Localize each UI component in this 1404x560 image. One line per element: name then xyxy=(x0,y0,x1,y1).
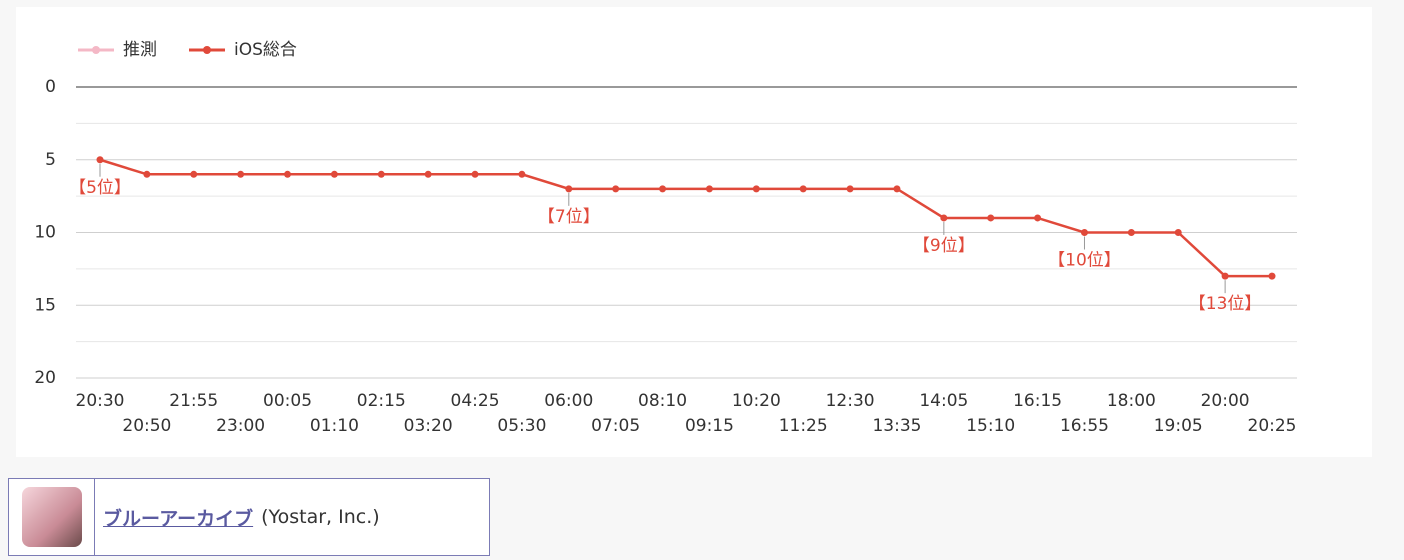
x-tick-label: 20:25 xyxy=(1248,416,1297,436)
x-tick-label: 02:15 xyxy=(357,391,406,411)
data-point xyxy=(518,170,526,178)
y-tick-label: 15 xyxy=(34,295,56,315)
x-tick-label: 20:00 xyxy=(1201,391,1250,411)
app-link[interactable]: ブルーアーカイブ xyxy=(103,507,254,530)
x-tick-label: 20:30 xyxy=(76,391,125,411)
x-tick-label: 04:25 xyxy=(451,391,500,411)
value-label: 【9位】 xyxy=(913,236,975,256)
data-point xyxy=(1221,272,1229,280)
y-tick-label: 5 xyxy=(45,150,56,170)
app-info: ブルーアーカイブ (Yostar, Inc.) xyxy=(95,479,380,555)
data-point xyxy=(893,185,901,193)
data-point xyxy=(424,170,432,178)
x-tick-label: 09:15 xyxy=(685,416,734,436)
data-point xyxy=(752,185,760,193)
series-line xyxy=(99,158,1272,278)
x-tick-label: 19:05 xyxy=(1154,416,1203,436)
data-point xyxy=(471,170,479,178)
data-point xyxy=(377,170,385,178)
chart-panel: 0 5 10 15 20 20:30 20:50 21:55 23:00 00:05 01:10 02… xyxy=(16,7,1372,457)
data-point xyxy=(705,185,713,193)
data-point xyxy=(846,185,854,193)
x-tick-label: 12:30 xyxy=(826,391,875,411)
publisher: (Yostar, Inc.) xyxy=(261,506,380,528)
legend-marker xyxy=(92,46,100,54)
icon-cell xyxy=(9,479,95,555)
data-point xyxy=(659,185,667,193)
data-point xyxy=(987,214,995,222)
data-point xyxy=(1268,272,1276,280)
x-tick-label: 03:20 xyxy=(404,416,453,436)
data-point xyxy=(284,170,292,178)
app-card: ブルーアーカイブ (Yostar, Inc.) xyxy=(8,478,490,556)
value-label: 【7位】 xyxy=(538,207,600,227)
data-point xyxy=(1127,229,1135,236)
x-tick-label: 16:15 xyxy=(1013,391,1062,411)
legend-label: 推測 xyxy=(123,40,157,60)
x-tick-label: 14:05 xyxy=(919,391,968,411)
app-icon xyxy=(21,487,82,547)
x-tick-label: 08:10 xyxy=(638,391,687,411)
data-point xyxy=(1034,214,1042,222)
x-tick-label: 10:20 xyxy=(732,391,781,411)
data-point xyxy=(143,170,151,178)
data-point xyxy=(1080,229,1088,236)
data-point xyxy=(1174,229,1182,236)
x-tick-label: 21:55 xyxy=(169,391,218,411)
x-tick-label: 20:50 xyxy=(122,416,171,436)
data-point xyxy=(612,185,620,193)
value-label: 【5位】 xyxy=(69,178,131,198)
data-point xyxy=(940,214,948,222)
x-tick-label: 01:10 xyxy=(310,416,359,436)
y-tick-label: 10 xyxy=(34,223,56,243)
x-tick-label: 07:05 xyxy=(591,416,640,436)
x-tick-label: 15:10 xyxy=(966,416,1015,436)
y-tick-label: 20 xyxy=(34,368,56,388)
x-tick-label: 06:00 xyxy=(544,391,593,411)
x-tick-label: 00:05 xyxy=(263,391,312,411)
data-point xyxy=(96,156,104,164)
x-tick-label: 16:55 xyxy=(1060,416,1109,436)
value-label: 【13位】 xyxy=(1189,294,1262,314)
legend-marker xyxy=(203,46,211,54)
x-tick-label: 13:35 xyxy=(872,416,921,436)
legend-label: iOS総合 xyxy=(234,40,297,60)
x-tick-label: 11:25 xyxy=(779,416,828,436)
data-point xyxy=(565,185,573,193)
data-point xyxy=(330,170,338,178)
data-point xyxy=(237,170,245,178)
chart: 0 5 10 15 20 20:30 20:50 21:55 23:00 00:05 01:10 02… xyxy=(34,40,1297,436)
x-tick-label: 18:00 xyxy=(1107,391,1156,411)
data-point xyxy=(799,185,807,193)
x-tick-label: 23:00 xyxy=(216,416,265,436)
y-tick-label: 0 xyxy=(45,77,56,97)
data-point xyxy=(190,170,198,178)
x-tick-label: 05:30 xyxy=(497,416,546,436)
value-label: 【10位】 xyxy=(1048,251,1121,271)
